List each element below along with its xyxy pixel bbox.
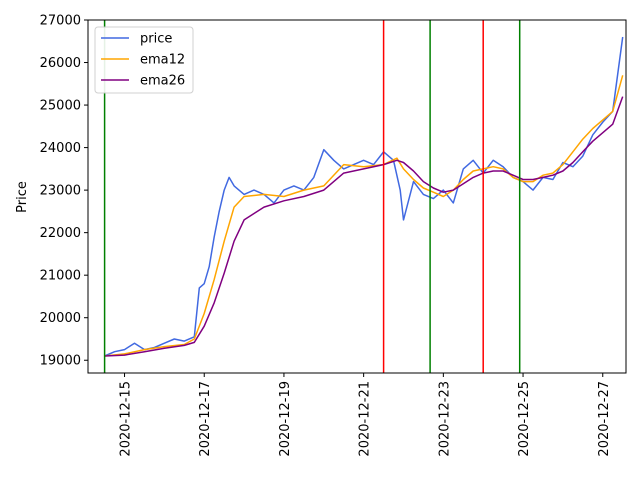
y-tick-label: 25000 [40,99,81,114]
x-axis: 2020-12-15 2020-12-17 2020-12-19 2020-12-21… [119,373,612,457]
legend-label-price: price [140,32,172,47]
legend-label-ema26: ema26 [140,74,185,89]
legend-box [94,26,194,94]
y-tick-label: 22000 [40,226,81,241]
legend: price ema12 ema26 [94,26,194,94]
x-tick-label: 2020-12-25 [517,381,532,457]
x-tick-label: 2020-12-23 [437,381,452,457]
series-line-ema12 [104,75,624,357]
x-tick-label: 2020-12-19 [278,381,293,457]
y-axis-label: Price [15,181,30,213]
legend-label-ema12: ema12 [140,53,185,68]
x-tick-label: 2020-12-21 [358,381,373,457]
y-tick-label: 24000 [40,141,81,156]
x-tick-label: 2020-12-17 [198,381,213,457]
x-tick-label: 2020-12-27 [597,381,612,457]
x-tick-label: 2020-12-15 [119,381,134,457]
series-line-price [104,36,624,357]
plot-area [104,36,624,357]
y-tick-label: 26000 [40,56,81,71]
y-tick-label: 27000 [40,14,81,29]
y-tick-label: 19000 [40,354,81,369]
y-tick-label: 21000 [40,269,81,284]
y-tick-label: 20000 [40,311,81,326]
axes-frame [87,19,627,374]
y-axis: 19000 20000 21000 22000 23000 24000 25000 26000… [40,14,88,369]
series-line-ema26 [104,96,624,357]
y-tick-label: 23000 [40,184,81,199]
